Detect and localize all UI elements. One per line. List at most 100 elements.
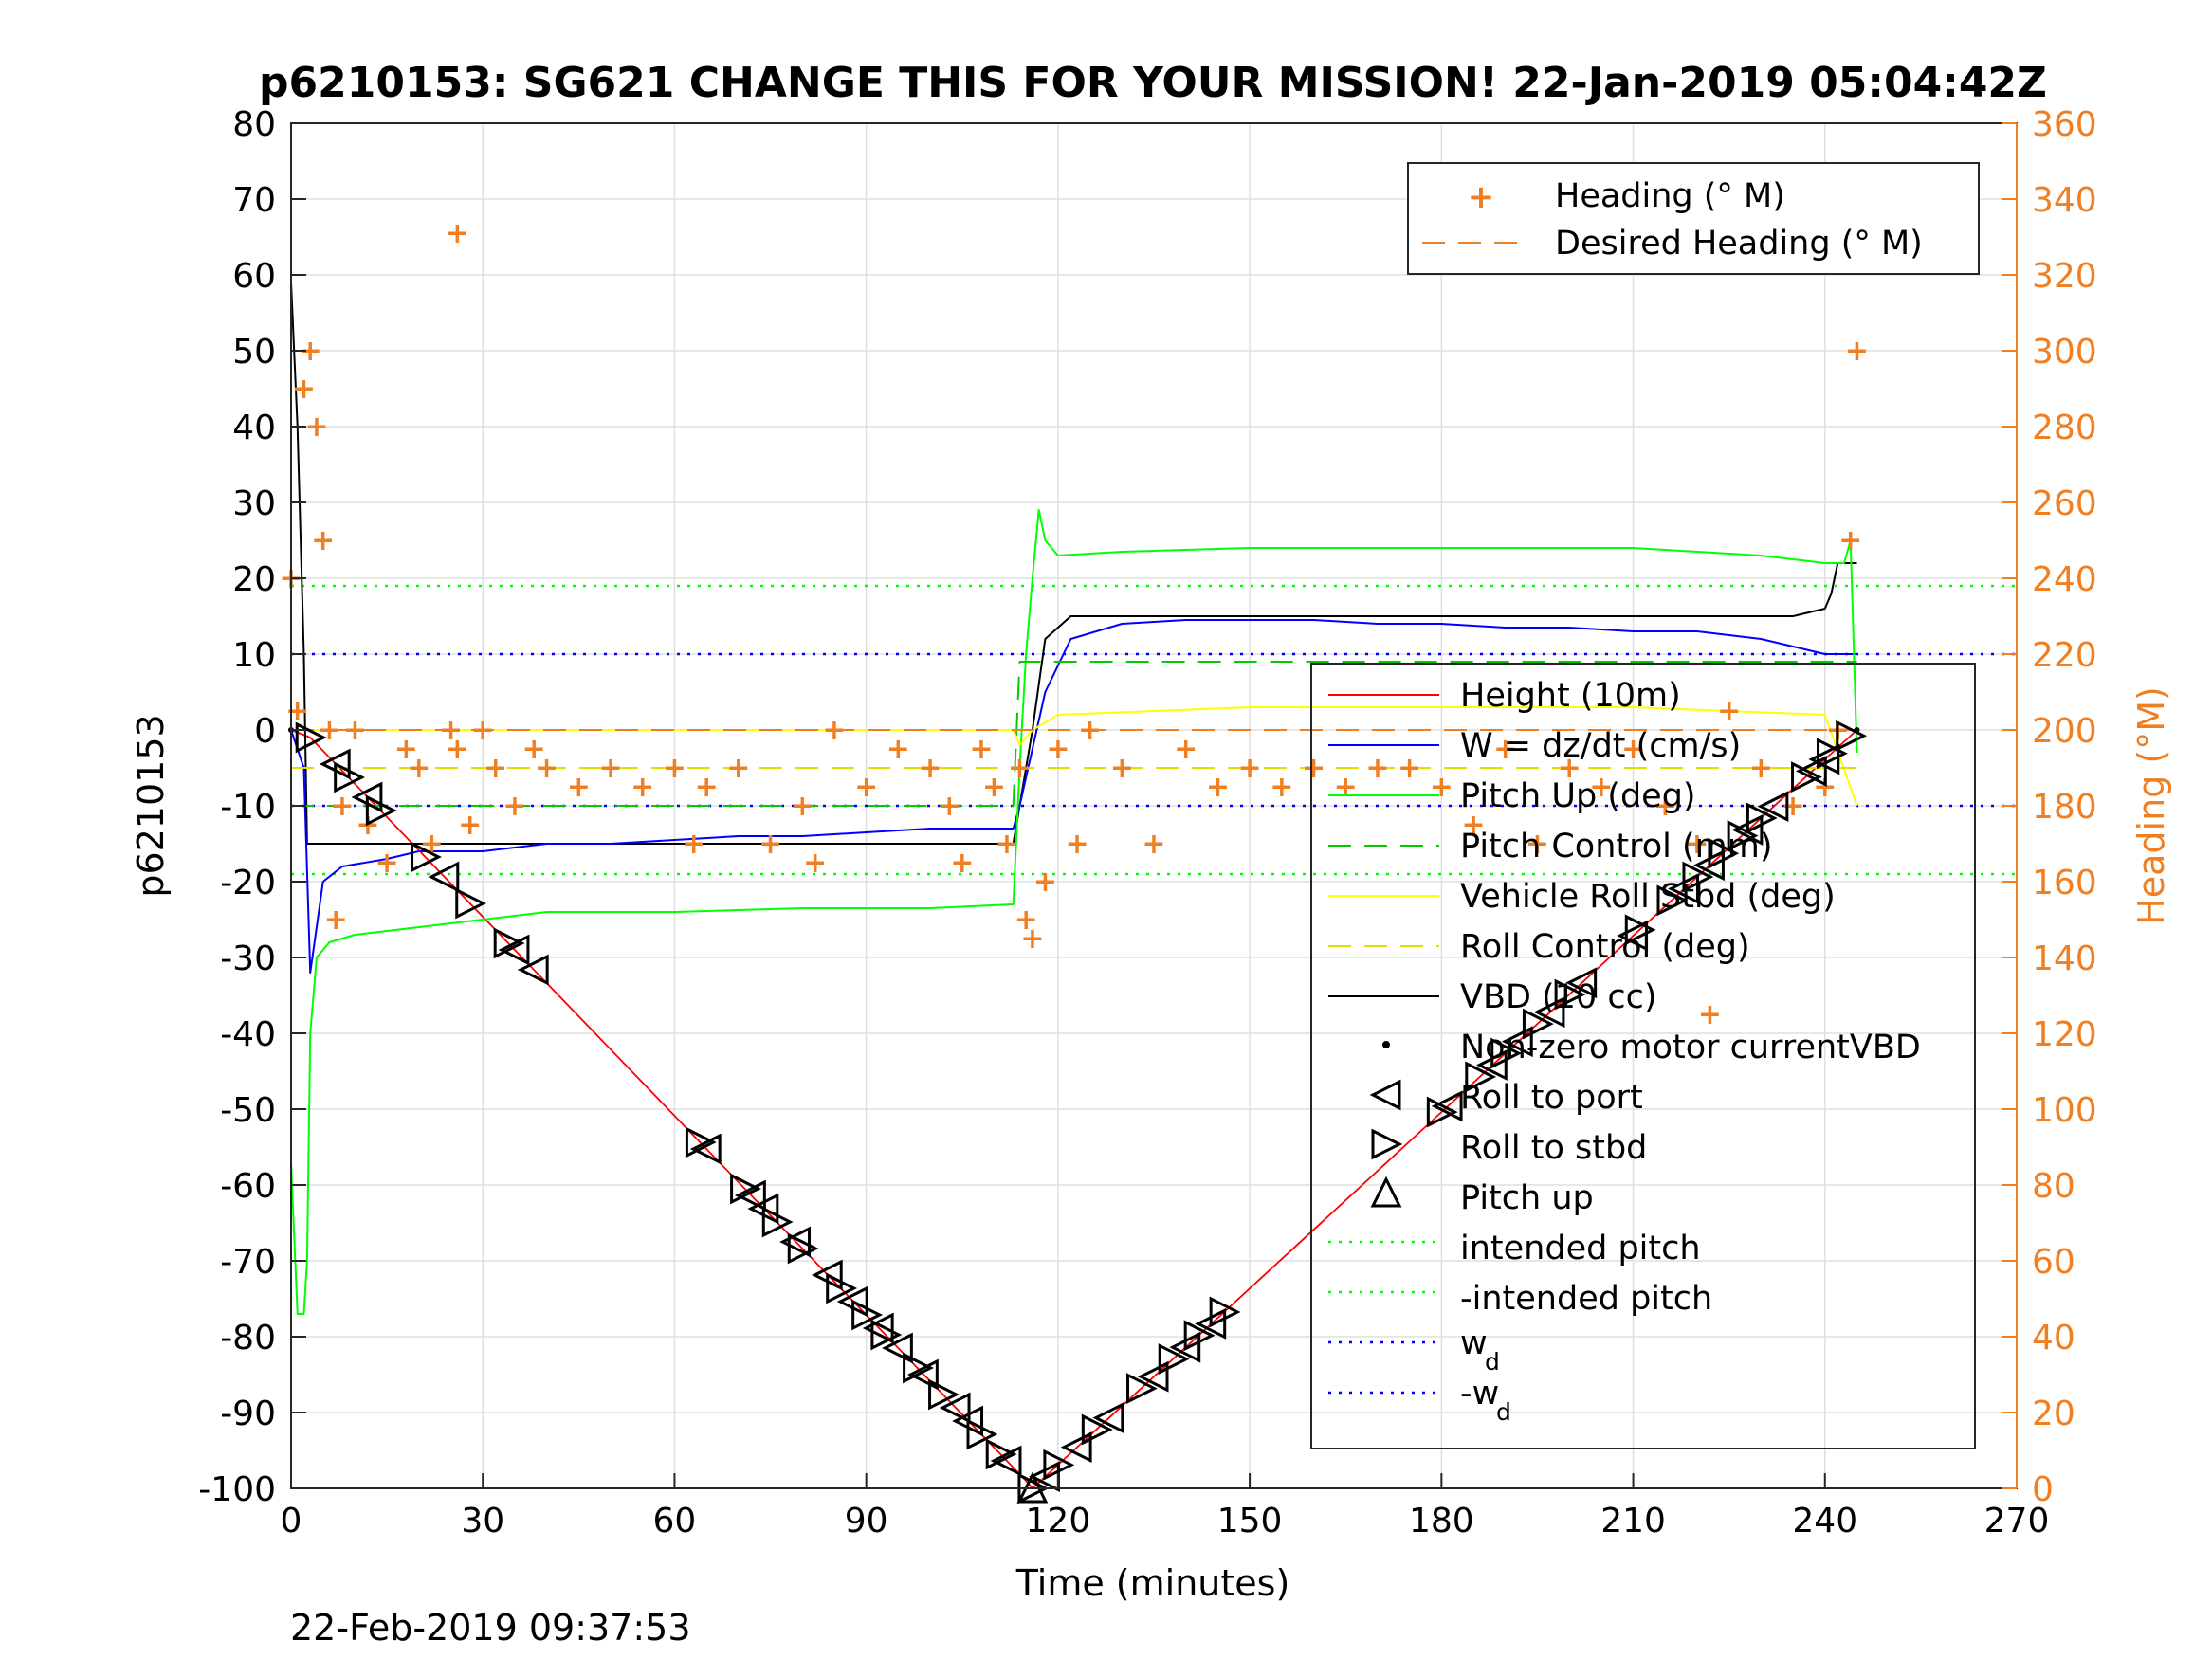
heading-point: + — [1334, 771, 1358, 804]
legend-heading-marker: + — [1468, 178, 1495, 216]
x-tick-label: 180 — [1409, 1502, 1474, 1540]
heading-point: + — [919, 752, 942, 785]
y-tick-label: 60 — [232, 257, 276, 296]
y-axis-right: 3603403203002802602402202001801601401201… — [2002, 105, 2097, 1509]
roll-to-port-marker — [428, 861, 460, 893]
legend-main-box — [1310, 663, 1976, 1449]
y-tick-label: 10 — [232, 636, 276, 675]
y-tick-label: 0 — [254, 712, 276, 751]
heading-point: + — [522, 733, 546, 766]
y-tick-label: -10 — [220, 788, 276, 827]
heading-point: + — [1654, 790, 1677, 823]
heading-point: + — [1270, 771, 1293, 804]
roll-to-stbd-marker — [295, 721, 327, 754]
y-tick-label: 40 — [232, 409, 276, 447]
y-right-tick-label: 80 — [2032, 1167, 2075, 1206]
x-tick-label: 240 — [1792, 1502, 1857, 1540]
legend-desired-heading-label: Desired Heading (° M) — [1555, 225, 1923, 263]
legend-motor-current-label: Non-zero motor currentVBD — [1460, 1029, 1921, 1066]
legend-pitch-control-label: Pitch Control (mm) — [1460, 828, 1772, 866]
heading-point: + — [311, 524, 335, 557]
heading-point: + — [631, 771, 654, 804]
heading-point: + — [292, 373, 316, 406]
x-axis: 0 30 60 90 120 150 180 210 240 270 — [281, 1473, 2049, 1540]
y-right-tick-label: 100 — [2032, 1091, 2097, 1130]
roll-to-stbd-marker — [1043, 1449, 1075, 1481]
y-right-tick-label: 240 — [2032, 560, 2097, 599]
roll-to-stbd-marker — [365, 794, 397, 827]
legend-roll-control-label: Roll Control (deg) — [1460, 928, 1750, 966]
heading-point: + — [1020, 922, 1044, 956]
heading-outlier-point: + — [446, 217, 469, 250]
roll-to-port-marker — [1757, 791, 1789, 823]
heading-point: + — [1621, 733, 1645, 766]
motor-current-point — [1854, 727, 1860, 733]
heading-point: + — [1110, 752, 1134, 785]
heading-point: + — [1365, 752, 1389, 785]
x-tick-label: 120 — [1026, 1502, 1091, 1540]
roll-to-port-marker — [1060, 1431, 1092, 1464]
heading-point: + — [375, 847, 399, 880]
heading-point: + — [446, 733, 469, 766]
heading-point: + — [1066, 828, 1089, 861]
y-tick-label: -90 — [220, 1395, 276, 1433]
heading-point: + — [1717, 695, 1741, 728]
y-tick-label: -100 — [198, 1470, 276, 1509]
heading-point: + — [1174, 733, 1197, 766]
roll-to-port-marker — [862, 1312, 894, 1344]
x-tick-label: 210 — [1600, 1502, 1666, 1540]
heading-point: + — [1302, 752, 1325, 785]
y-axis-label: p6210153 — [130, 714, 172, 897]
roll-to-stbd-marker — [1682, 861, 1714, 893]
roll-to-stbd-marker — [334, 761, 366, 793]
heading-point: + — [938, 790, 961, 823]
heading-point: + — [1685, 828, 1709, 861]
roll-to-port-marker — [779, 1226, 812, 1258]
y-right-tick-label: 0 — [2032, 1470, 2054, 1509]
roll-to-port-marker — [1137, 1360, 1169, 1393]
legend-height-label: Height (10m) — [1460, 677, 1681, 715]
x-tick-label: 150 — [1217, 1502, 1283, 1540]
roll-to-port-marker — [1501, 1026, 1533, 1058]
roll-to-stbd-marker — [761, 1206, 794, 1238]
legend-neg-wd-subscript: d — [1496, 1398, 1511, 1426]
y-right-tick-label: 300 — [2032, 333, 2097, 372]
legend-roll-stbd-label: Roll to stbd — [1460, 1129, 1647, 1167]
heading-point: + — [484, 752, 507, 785]
heading-point: + — [1015, 903, 1038, 937]
series-vbd-10-cc — [290, 282, 1857, 845]
legend-heading: + Heading (° M) Desired Heading (° M) — [1407, 162, 1980, 275]
heading-point: + — [854, 771, 878, 804]
heading-point: + — [1493, 733, 1517, 766]
legend-pitch-up-marker-swatch — [1370, 1176, 1402, 1208]
roll-to-stbd-marker — [1126, 1373, 1158, 1404]
x-tick-label: 90 — [845, 1502, 888, 1540]
y-right-tick-label: 140 — [2032, 939, 2097, 978]
y-tick-label: -50 — [220, 1091, 276, 1130]
roll-to-stbd-marker — [1708, 837, 1740, 869]
roll-to-port-marker — [882, 1332, 913, 1364]
heading-point: + — [567, 771, 591, 804]
roll-to-stbd-marker — [1426, 1096, 1458, 1128]
heading-point: + — [663, 752, 686, 785]
roll-to-stbd-marker — [870, 1319, 903, 1351]
y-right-tick-label: 200 — [2032, 712, 2097, 751]
roll-to-stbd-marker — [966, 1418, 998, 1450]
y-right-tick-label: 20 — [2032, 1395, 2075, 1433]
roll-to-stbd-marker — [1624, 914, 1656, 946]
y-tick-label: -60 — [220, 1167, 276, 1206]
roll-to-stbd-marker — [1465, 1061, 1497, 1093]
heading-point: + — [982, 771, 1006, 804]
heading-point: + — [695, 771, 719, 804]
roll-to-stbd-marker — [1183, 1320, 1216, 1352]
roll-to-stbd-marker — [1081, 1413, 1113, 1446]
heading-point: + — [407, 752, 430, 785]
x-tick-label: 30 — [461, 1502, 504, 1540]
roll-to-port-marker — [689, 1133, 722, 1165]
roll-to-stbd-marker — [1817, 738, 1848, 770]
heading-point: + — [995, 828, 1018, 861]
roll-to-port-marker — [1092, 1402, 1124, 1434]
y-tick-label: -80 — [220, 1319, 276, 1358]
